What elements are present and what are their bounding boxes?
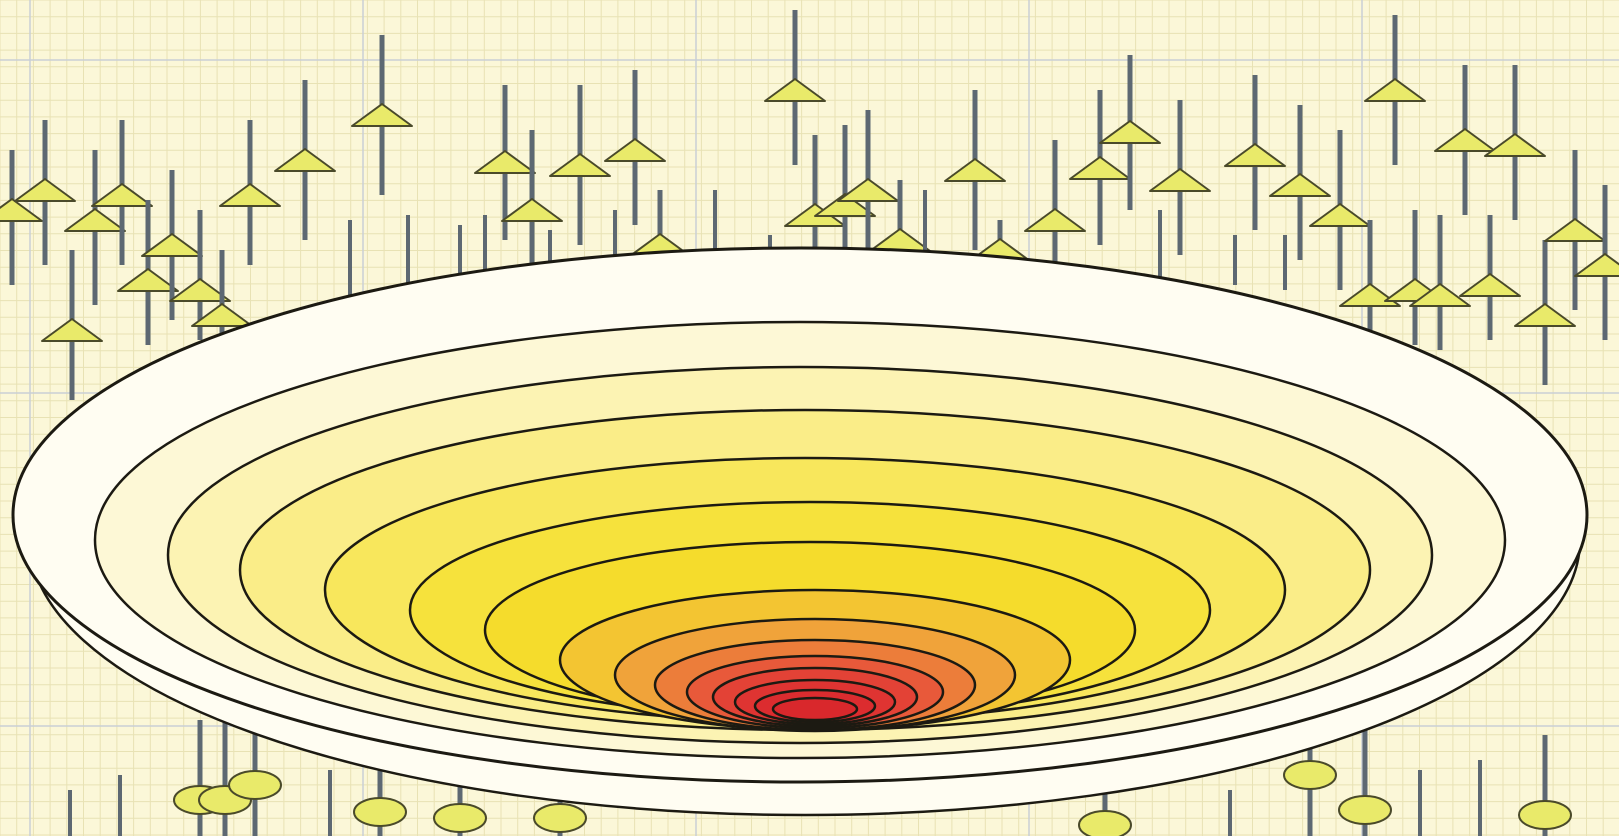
triangle-marker (0, 198, 43, 222)
triangle-marker (64, 208, 126, 232)
triangle-marker (41, 318, 103, 342)
top-marker-sticks (0, 10, 1619, 400)
triangle-marker (219, 183, 281, 207)
triangle-marker (1514, 303, 1576, 327)
triangle-marker (1224, 143, 1286, 167)
triangle-marker (604, 138, 666, 162)
triangle-marker (1024, 208, 1086, 232)
triangle-marker (814, 193, 876, 217)
ellipse-marker (353, 797, 407, 827)
triangle-marker (1149, 168, 1211, 192)
triangle-marker (169, 278, 231, 302)
triangle-marker (1409, 283, 1471, 307)
triangle-marker (837, 178, 899, 202)
triangle-marker (14, 178, 76, 202)
ellipse-marker (1518, 800, 1572, 830)
ellipse-marker (1283, 760, 1337, 790)
triangle-marker (1434, 128, 1496, 152)
triangle-marker (1269, 173, 1331, 197)
triangle-marker (764, 78, 826, 102)
triangle-marker (1459, 273, 1521, 297)
bottom-marker-sticks (68, 700, 1572, 836)
triangle-marker (191, 303, 253, 327)
contour-bowl (11, 246, 1589, 817)
triangle-marker (474, 150, 536, 174)
triangle-marker (1574, 253, 1619, 277)
triangle-marker (1069, 156, 1131, 180)
ellipse-marker (1338, 795, 1392, 825)
triangle-marker (944, 158, 1006, 182)
triangle-marker (1484, 133, 1546, 157)
triangle-marker (1309, 203, 1371, 227)
triangle-marker (1544, 218, 1606, 242)
triangle-marker (1364, 78, 1426, 102)
contour-level (771, 696, 859, 722)
triangle-marker (91, 183, 153, 207)
triangle-marker (274, 148, 336, 172)
triangle-marker (141, 233, 203, 257)
triangle-marker (549, 153, 611, 177)
triangle-marker (351, 103, 413, 127)
ellipse-marker (433, 803, 487, 833)
triangle-marker (117, 268, 179, 292)
ellipse-marker (1078, 810, 1132, 836)
triangle-marker (501, 198, 563, 222)
ellipse-marker (533, 803, 587, 833)
ellipse-marker (228, 770, 282, 800)
triangle-marker (1099, 120, 1161, 144)
